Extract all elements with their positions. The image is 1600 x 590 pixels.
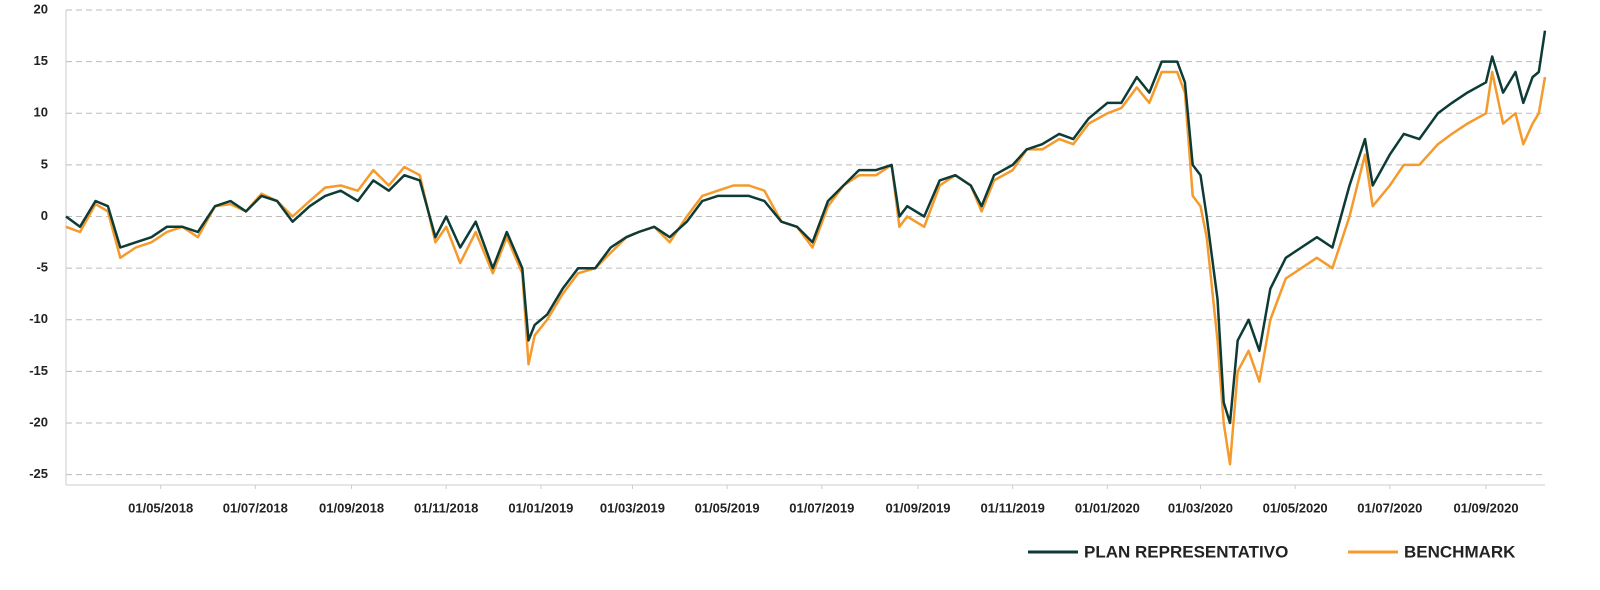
- x-tick-label: 01/05/2020: [1263, 500, 1328, 515]
- y-tick-label: -25: [29, 466, 48, 481]
- x-tick-label: 01/01/2019: [508, 500, 573, 515]
- series-line: [65, 70, 1547, 466]
- x-tick-label: 01/05/2018: [128, 500, 193, 515]
- x-tick-label: 01/07/2020: [1357, 500, 1422, 515]
- x-tick-label: 01/09/2020: [1453, 500, 1518, 515]
- y-tick-label: 20: [34, 1, 48, 16]
- x-tick-label: 01/05/2019: [695, 500, 760, 515]
- x-tick-label: 01/09/2018: [319, 500, 384, 515]
- y-tick-label: -20: [29, 414, 48, 429]
- x-tick-label: 01/01/2020: [1075, 500, 1140, 515]
- series-line: [65, 30, 1547, 425]
- y-tick-label: 15: [34, 53, 48, 68]
- y-tick-label: 0: [41, 208, 48, 223]
- x-tick-label: 01/07/2018: [223, 500, 288, 515]
- y-tick-label: 10: [34, 105, 48, 120]
- x-tick-label: 01/11/2018: [414, 500, 478, 515]
- x-tick-label: 01/03/2019: [600, 500, 665, 515]
- y-tick-label: -15: [29, 363, 48, 378]
- y-tick-label: 5: [41, 156, 48, 171]
- x-tick-label: 01/07/2019: [789, 500, 854, 515]
- x-tick-label: 01/03/2020: [1168, 500, 1233, 515]
- x-tick-label: 01/09/2019: [885, 500, 950, 515]
- x-tick-label: 01/11/2019: [981, 500, 1045, 515]
- legend-label: PLAN REPRESENTATIVO: [1084, 542, 1288, 561]
- y-tick-label: -10: [29, 311, 48, 326]
- legend-label: BENCHMARK: [1404, 542, 1516, 561]
- y-tick-label: -5: [36, 260, 48, 275]
